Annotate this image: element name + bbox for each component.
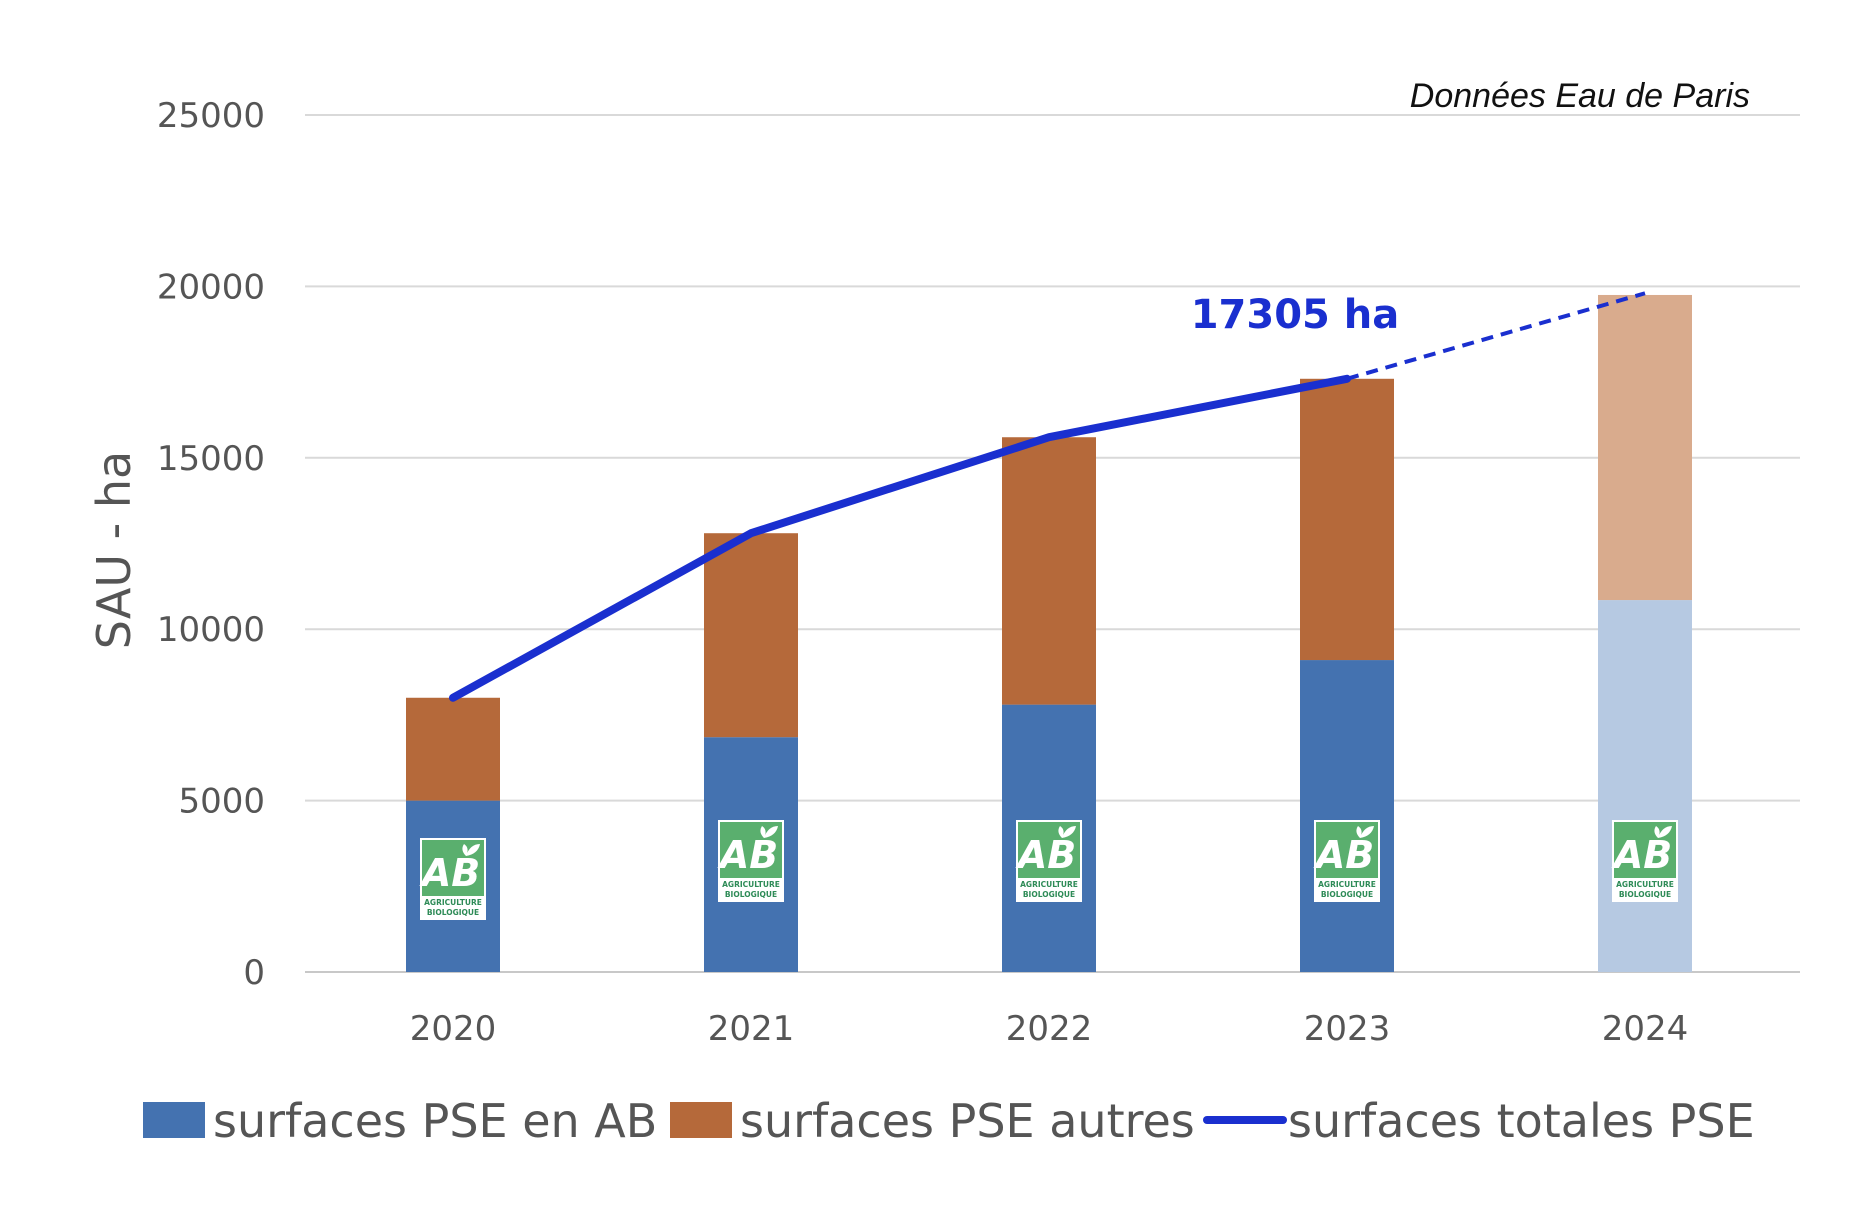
svg-text:AB: AB xyxy=(717,833,778,877)
svg-text:AB: AB xyxy=(419,851,480,895)
source-note: Données Eau de Paris xyxy=(1410,77,1750,115)
ab-logos: ABAGRICULTUREBIOLOGIQUEABAGRICULTUREBIOL… xyxy=(419,820,1678,920)
svg-text:AGRICULTURE: AGRICULTURE xyxy=(1020,880,1078,889)
x-tick-label: 2020 xyxy=(410,1009,497,1049)
total-line-dashed xyxy=(1346,291,1646,381)
bar-autres-2022 xyxy=(1002,437,1096,705)
total-line-solid xyxy=(449,374,1351,702)
bar-autres-2023 xyxy=(1300,378,1394,661)
svg-text:BIOLOGIQUE: BIOLOGIQUE xyxy=(725,890,777,899)
bar-ab-2024 xyxy=(1598,600,1692,972)
legend-swatch-ab xyxy=(143,1102,205,1138)
svg-text:AGRICULTURE: AGRICULTURE xyxy=(424,898,482,907)
y-tick-label: 15000 xyxy=(157,439,265,479)
y-tick-label: 5000 xyxy=(178,782,265,822)
legend-label-autres: surfaces PSE autres xyxy=(740,1094,1195,1148)
svg-text:AGRICULTURE: AGRICULTURE xyxy=(1616,880,1674,889)
svg-text:AGRICULTURE: AGRICULTURE xyxy=(722,880,780,889)
bar-ab-2023 xyxy=(1300,660,1394,972)
legend-label-ab: surfaces PSE en AB xyxy=(213,1094,657,1148)
y-tick-label: 0 xyxy=(243,953,265,993)
legend-swatch-autres xyxy=(670,1102,732,1138)
x-tick-label: 2024 xyxy=(1602,1009,1689,1049)
x-tick-label: 2021 xyxy=(708,1009,795,1049)
bar-autres-2020 xyxy=(406,697,500,801)
y-axis-label: SAU - ha xyxy=(87,451,141,649)
x-tick-label: 2023 xyxy=(1304,1009,1391,1049)
legend-label-total: surfaces totales PSE xyxy=(1288,1094,1755,1148)
svg-text:BIOLOGIQUE: BIOLOGIQUE xyxy=(1321,890,1373,899)
y-tick-label: 25000 xyxy=(157,96,265,136)
total-line xyxy=(449,291,1646,702)
y-tick-label: 20000 xyxy=(157,267,265,307)
y-tick-label: 10000 xyxy=(157,610,265,650)
svg-text:BIOLOGIQUE: BIOLOGIQUE xyxy=(1023,890,1075,899)
legend: surfaces PSE en AB surfaces PSE autres s… xyxy=(143,1094,1755,1148)
svg-text:BIOLOGIQUE: BIOLOGIQUE xyxy=(1619,890,1671,899)
total-annotation: 17305 ha xyxy=(1191,292,1400,338)
svg-text:AGRICULTURE: AGRICULTURE xyxy=(1318,880,1376,889)
x-axis-ticks: 2020 2021 2022 2023 2024 xyxy=(410,1009,1689,1049)
y-axis-ticks: 0 5000 10000 15000 20000 25000 xyxy=(157,96,265,993)
x-tick-label: 2022 xyxy=(1006,1009,1093,1049)
svg-text:BIOLOGIQUE: BIOLOGIQUE xyxy=(427,908,479,917)
bar-autres-2024 xyxy=(1598,294,1692,601)
svg-text:AB: AB xyxy=(1015,833,1076,877)
svg-text:AB: AB xyxy=(1313,833,1374,877)
bar-autres-2021 xyxy=(704,533,798,738)
svg-text:AB: AB xyxy=(1611,833,1672,877)
